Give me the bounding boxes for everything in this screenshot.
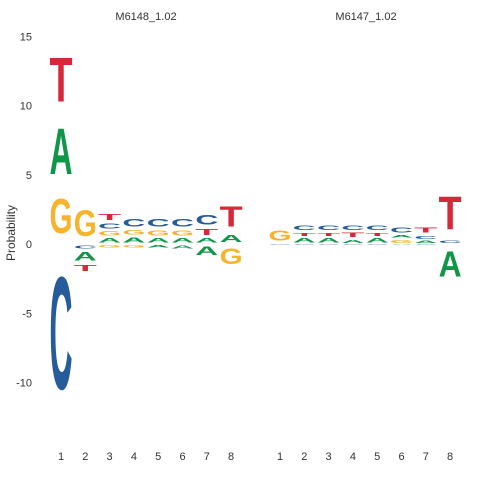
logo-letter-C: C bbox=[366, 244, 389, 245]
logo-letter-A: A bbox=[50, 114, 73, 188]
logo-letter-A: A bbox=[195, 237, 218, 244]
logo-letter-C: C bbox=[366, 225, 389, 232]
x-tick-label: 6 bbox=[179, 451, 185, 463]
logo-letter-C: C bbox=[317, 244, 340, 245]
logo-letter-A: A bbox=[195, 244, 218, 258]
logo-letter-C: C bbox=[317, 225, 340, 232]
x-tick-label: 4 bbox=[131, 451, 137, 463]
logo-letter-C: C bbox=[171, 217, 194, 230]
logo-panel-m6147: M6147_1.02 GCATCCATCCATCCATCCGACAACTCCTA… bbox=[269, 11, 462, 463]
logo-letter-C: C bbox=[74, 244, 97, 250]
logo-letter-T: T bbox=[220, 202, 244, 234]
logo-letter-A: A bbox=[171, 237, 194, 244]
y-axis: 15 10 5 0 -5 -10 bbox=[16, 31, 32, 389]
logo-letter-C: C bbox=[341, 225, 364, 232]
logo-letter-T: T bbox=[50, 45, 73, 115]
logo-letter-C: C bbox=[50, 243, 73, 423]
logo-letter-A: A bbox=[74, 250, 97, 264]
logo-letter-G: G bbox=[74, 204, 97, 245]
logo-letter-A: A bbox=[147, 244, 170, 248]
logo-letter-G: G bbox=[269, 227, 292, 243]
logo-letter-G: G bbox=[122, 244, 145, 248]
logo-letter-G: G bbox=[220, 244, 243, 270]
logo-letter-A: A bbox=[220, 233, 243, 244]
x-tick-label: 5 bbox=[374, 451, 380, 463]
y-tick-label: 10 bbox=[20, 101, 32, 113]
logo-panel-m6148: M6148_1.02 GATCGCATAGCTGAGCGAGCAAGCAATCA… bbox=[50, 11, 244, 463]
y-tick-label: 15 bbox=[20, 31, 32, 43]
x-tick-label: 7 bbox=[423, 451, 429, 463]
logo-letter-C: C bbox=[414, 244, 437, 245]
x-tick-label: 6 bbox=[398, 451, 404, 463]
panel-title-m6148: M6148_1.02 bbox=[115, 11, 176, 23]
x-tick-label: 3 bbox=[326, 451, 332, 463]
logo-letter-A: A bbox=[390, 234, 413, 238]
logo-letter-G: G bbox=[171, 229, 194, 238]
logo-letter-G: G bbox=[390, 239, 413, 244]
logo-letter-G: G bbox=[98, 230, 121, 237]
logo-letter-T: T bbox=[414, 226, 438, 234]
x-tick-labels: 1 2 3 4 5 6 7 8 bbox=[277, 451, 453, 463]
logo-letter-C: C bbox=[147, 217, 170, 230]
logo-letter-T: T bbox=[366, 232, 390, 238]
x-tick-label: 3 bbox=[107, 451, 113, 463]
x-tick-label: 7 bbox=[204, 451, 210, 463]
logo-letter-G: G bbox=[98, 244, 121, 248]
x-tick-label: 5 bbox=[155, 451, 161, 463]
logo-letter-G: G bbox=[50, 188, 73, 244]
y-tick-label: 5 bbox=[26, 170, 32, 182]
logo-letter-G: G bbox=[147, 229, 170, 238]
logo-letter-C: C bbox=[341, 244, 364, 245]
logo-letter-A: A bbox=[439, 245, 462, 285]
logo-letter-T: T bbox=[317, 232, 341, 238]
x-tick-label: 2 bbox=[301, 451, 307, 463]
logo-letter-T: T bbox=[98, 212, 121, 222]
logo-letter-A: A bbox=[317, 237, 340, 244]
y-axis-title: Probability bbox=[4, 205, 18, 261]
logo-letter-C: C bbox=[269, 244, 292, 245]
logo-letter-T: T bbox=[439, 188, 462, 241]
x-tick-label: 1 bbox=[58, 451, 64, 463]
logo-letter-C: C bbox=[98, 222, 121, 230]
logo-letter-A: A bbox=[122, 236, 145, 244]
logo-letter-A: A bbox=[366, 237, 389, 244]
logo-letter-A: A bbox=[414, 240, 437, 244]
logo-letter-A: A bbox=[171, 244, 194, 250]
x-tick-label: 1 bbox=[277, 451, 283, 463]
logo-letter-A: A bbox=[390, 244, 413, 245]
x-tick-label: 4 bbox=[350, 451, 356, 463]
y-tick-label: -10 bbox=[16, 378, 32, 390]
y-tick-label: 0 bbox=[26, 239, 32, 251]
logo-letter-C: C bbox=[414, 234, 437, 240]
logo-letter-T: T bbox=[195, 227, 218, 237]
x-tick-label: 8 bbox=[447, 451, 453, 463]
logo-letter-C: C bbox=[195, 213, 218, 228]
logo-letter-C: C bbox=[390, 226, 413, 234]
logo-letter-C: C bbox=[122, 217, 145, 230]
logo-letter-A: A bbox=[293, 237, 316, 244]
logo-letter-C: C bbox=[439, 240, 462, 244]
x-tick-label: 2 bbox=[82, 451, 88, 463]
logo-letter-A: A bbox=[147, 237, 170, 244]
y-tick-label: -5 bbox=[22, 308, 32, 320]
logo-letter-C: C bbox=[293, 225, 316, 232]
logo-letter-T: T bbox=[341, 232, 365, 239]
panel-title-m6147: M6147_1.02 bbox=[335, 11, 396, 23]
logo-letter-T: T bbox=[293, 232, 317, 238]
logo-letter-A: A bbox=[98, 237, 121, 244]
x-tick-label: 8 bbox=[228, 451, 234, 463]
logo-letter-T: T bbox=[74, 263, 97, 273]
logo-letter-G: G bbox=[122, 229, 145, 236]
x-tick-labels: 1 2 3 4 5 6 7 8 bbox=[58, 451, 234, 463]
logo-letter-C: C bbox=[293, 244, 316, 245]
logo-letter-A: A bbox=[341, 238, 364, 244]
